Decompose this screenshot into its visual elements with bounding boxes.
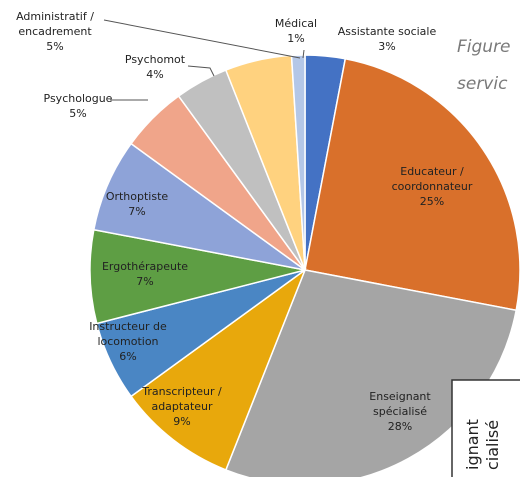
- value-label: 7%: [136, 275, 153, 288]
- slice: [130, 267, 307, 471]
- value-label: 9%: [173, 415, 190, 428]
- caption: Figure: [457, 37, 511, 57]
- slice: [290, 54, 306, 271]
- slice-label: Educateur / coordonnateur: [392, 165, 473, 193]
- slice-label: Médical: [275, 17, 317, 30]
- slice: [224, 269, 518, 477]
- slice-label: Ergothérapeute: [102, 260, 188, 273]
- inset-table: ignant cialisé: [451, 379, 520, 477]
- value-label: 6%: [119, 350, 136, 363]
- slice-label: Transcripteur / adaptateur: [141, 385, 222, 413]
- value-label: 5%: [69, 107, 86, 120]
- caption: servic: [457, 74, 508, 94]
- slice-label: Psychomot: [125, 53, 186, 66]
- value-label: 4%: [146, 68, 163, 81]
- value-label: 5%: [46, 40, 63, 53]
- leader-lines: [103, 19, 305, 101]
- value-label: 1%: [287, 32, 304, 45]
- pie: [89, 54, 520, 477]
- value-label: 28%: [388, 420, 412, 433]
- value-label: 7%: [128, 205, 145, 218]
- slice-label: Orthoptiste: [106, 190, 169, 203]
- inset-text: cialisé: [483, 420, 502, 470]
- inset-text: ignant: [463, 419, 482, 470]
- slice-label: Psychologue: [44, 92, 113, 105]
- leader-line: [302, 49, 305, 59]
- value-label: 25%: [420, 195, 444, 208]
- value-label: 3%: [378, 40, 395, 53]
- leader-line: [103, 19, 301, 59]
- inset-box: [451, 379, 520, 477]
- slice-label: Enseignant spécialisé: [369, 390, 431, 418]
- slice-label: Instructeur de locomotion: [89, 320, 167, 348]
- slice-label: Assistante sociale: [338, 25, 437, 38]
- slice-label: Administratif / encadrement: [16, 10, 94, 38]
- leader-line: [187, 65, 215, 77]
